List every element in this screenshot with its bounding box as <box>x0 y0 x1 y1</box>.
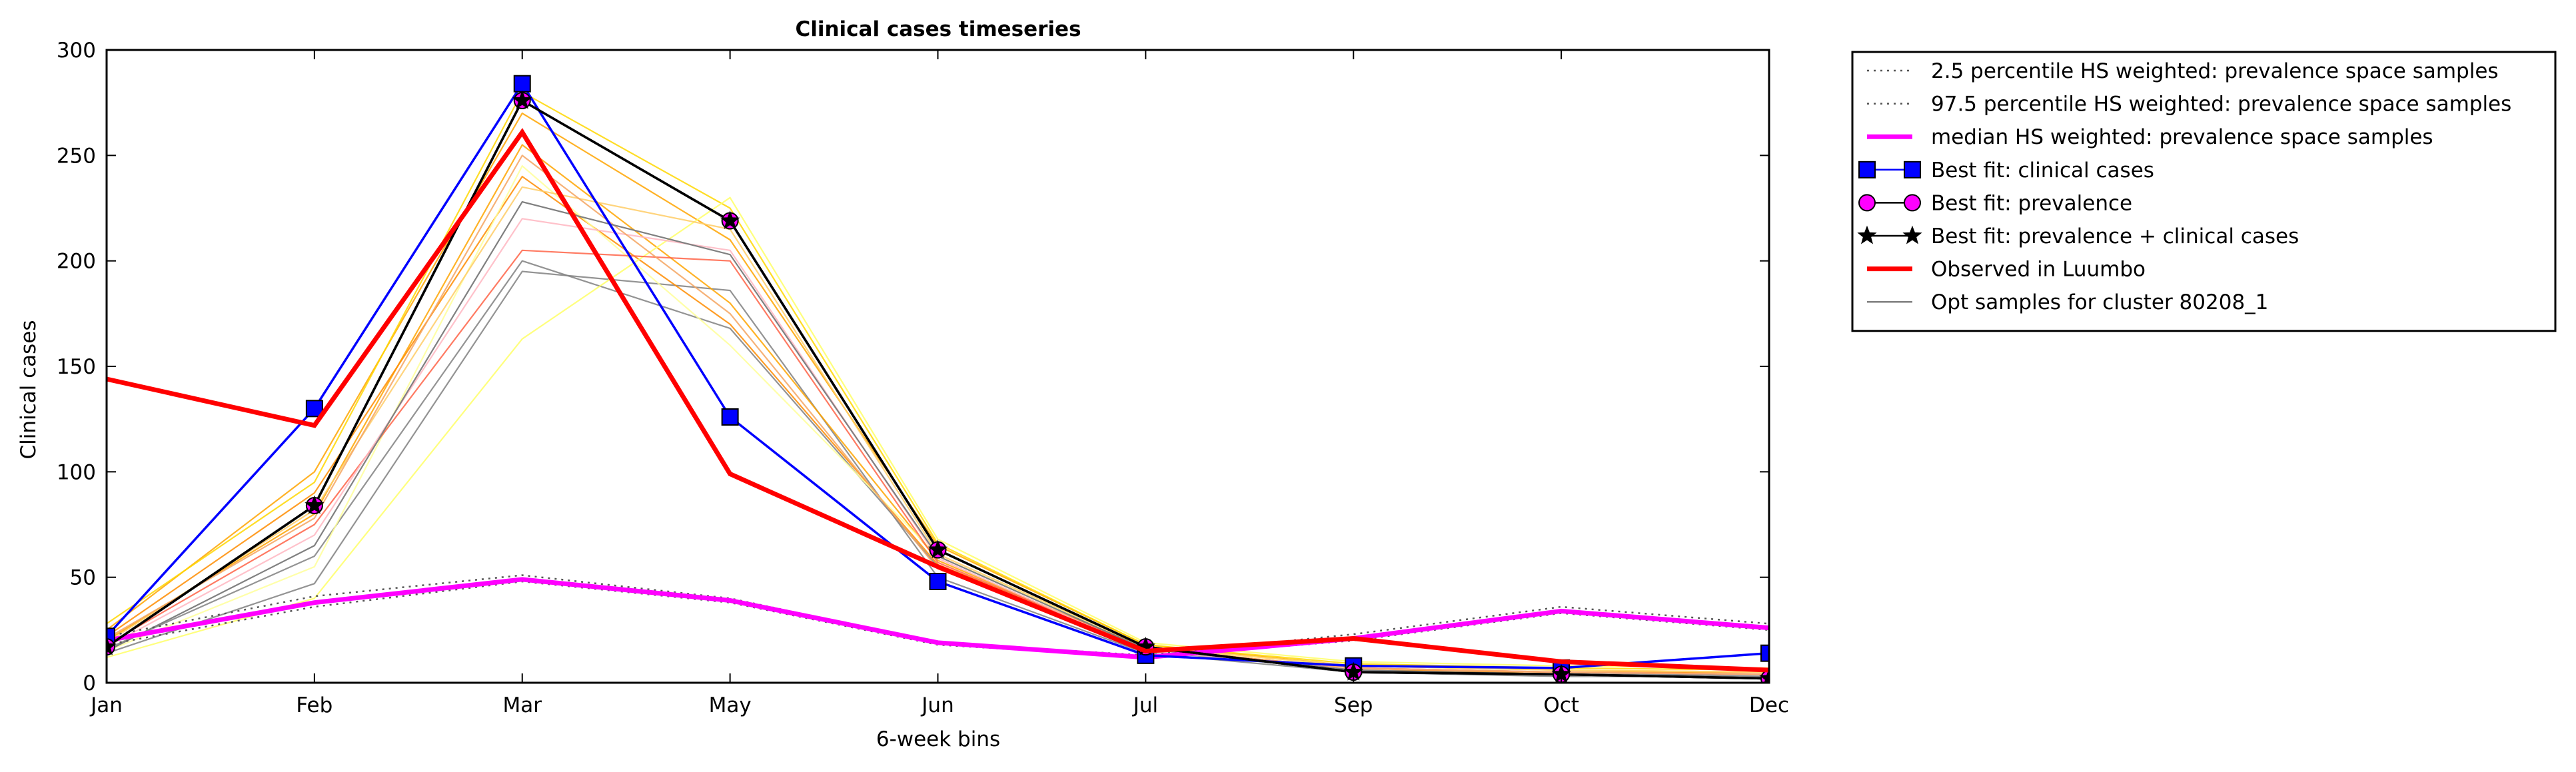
legend-label: Best fit: prevalence <box>1931 191 2132 215</box>
x-tick-label: Dec <box>1749 693 1789 717</box>
legend-label: Best fit: clinical cases <box>1931 159 2154 183</box>
legend-label: 97.5 percentile HS weighted: prevalence … <box>1931 93 2511 117</box>
best-fit-clinical-point <box>513 75 531 93</box>
best-fit-combined-point <box>512 90 532 109</box>
x-tick-label: Jan <box>89 693 123 717</box>
y-tick-label: 100 <box>57 460 96 484</box>
legend-item: Best fit: prevalence <box>1858 191 2132 215</box>
sample-line-4 <box>107 143 1769 675</box>
legend-marker <box>1858 194 1876 212</box>
best-fit-combined-point <box>107 636 117 655</box>
y-tick-label: 50 <box>70 566 96 590</box>
legend-label: Best fit: prevalence + clinical cases <box>1931 224 2299 248</box>
percentile-2-5-line <box>107 580 1769 659</box>
plot-series <box>107 75 1769 683</box>
x-axis-label: 6-week bins <box>876 727 1000 751</box>
x-tick-label: Mar <box>503 693 542 717</box>
x-tick-label: May <box>709 693 752 717</box>
legend-frame <box>1851 51 2557 332</box>
legend-item: Observed in Luumbo <box>1867 258 2146 282</box>
legend-marker <box>1857 225 1877 244</box>
y-tick-label: 150 <box>57 355 96 379</box>
chart-title: Clinical cases timeseries <box>795 17 1081 41</box>
y-tick-label: 0 <box>83 671 96 695</box>
legend-item: 97.5 percentile HS weighted: prevalence … <box>1867 93 2511 117</box>
y-axis-label: Clinical cases <box>17 320 41 459</box>
y-tick-label: 200 <box>57 250 96 274</box>
y-tick-label: 300 <box>57 39 96 63</box>
legend-marker <box>1858 161 1876 179</box>
legend-label: 2.5 percentile HS weighted: prevalence s… <box>1931 59 2499 83</box>
best-fit-clinical-point <box>929 573 947 590</box>
legend: 2.5 percentile HS weighted: prevalence s… <box>1851 51 2557 332</box>
plot-area <box>105 49 1770 684</box>
best-fit-combined-point <box>720 210 740 229</box>
legend-label: median HS weighted: prevalence space sam… <box>1931 125 2433 149</box>
legend-item: median HS weighted: prevalence space sam… <box>1867 125 2433 149</box>
x-axis: Jan Feb Mar May Jun Jul Sep Oct Dec <box>89 50 1789 717</box>
x-tick-label: Oct <box>1543 693 1579 717</box>
x-tick-label: Feb <box>296 693 332 717</box>
percentile-97-5-line <box>107 574 1769 657</box>
x-tick-label: Jun <box>920 693 954 717</box>
legend-item: 2.5 percentile HS weighted: prevalence s… <box>1867 59 2499 83</box>
y-axis: 0 50 100 150 200 250 300 <box>57 39 1769 695</box>
best-fit-combined-point <box>928 540 948 558</box>
legend-label: Observed in Luumbo <box>1931 258 2146 282</box>
legend-item: Opt samples for cluster 80208_1 <box>1867 290 2268 314</box>
legend-marker <box>1904 194 1921 212</box>
best-fit-clinical-point <box>721 408 739 426</box>
x-tick-label: Jul <box>1132 693 1158 717</box>
y-tick-label: 250 <box>57 144 96 168</box>
best-fit-clinical-point <box>1760 644 1769 662</box>
legend-item: Best fit: prevalence + clinical cases <box>1857 224 2299 248</box>
best-fit-clinical-point <box>305 400 323 418</box>
legend-item: Best fit: clinical cases <box>1858 159 2154 183</box>
legend-marker <box>1904 161 1921 179</box>
legend-label: Opt samples for cluster 80208_1 <box>1931 290 2268 314</box>
legend-marker <box>1902 225 1922 244</box>
median-line <box>107 577 1769 660</box>
sample-line-7 <box>107 196 1769 669</box>
sample-line-9 <box>107 249 1769 675</box>
best-fit-combined-point <box>1759 668 1769 683</box>
x-tick-label: Sep <box>1334 693 1373 717</box>
observed-line <box>107 128 1769 673</box>
best-fit-combined-point <box>305 495 324 514</box>
